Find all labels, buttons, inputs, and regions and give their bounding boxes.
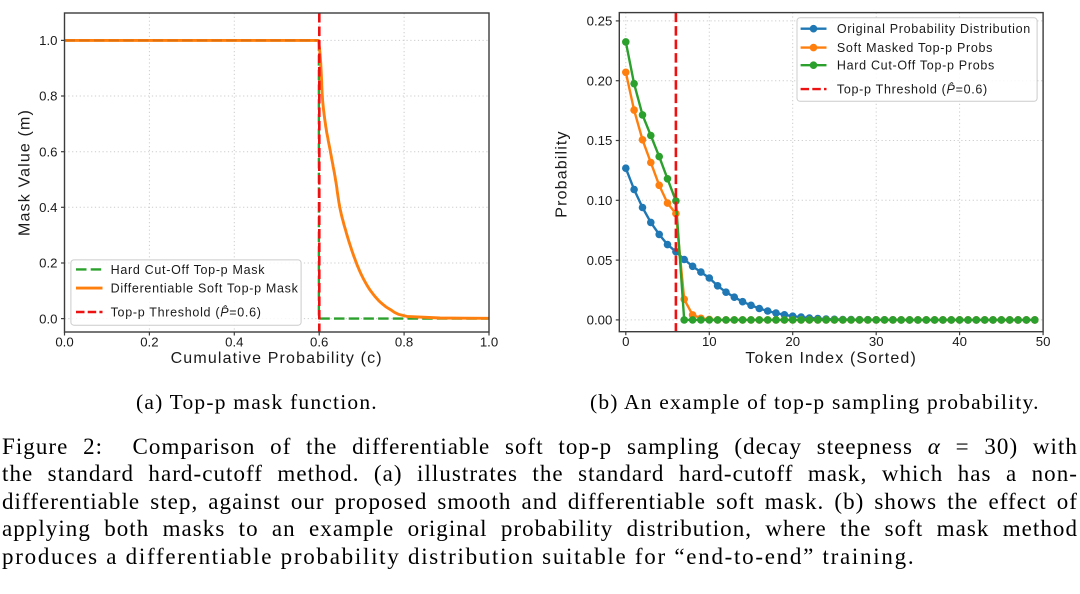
- svg-text:Probability: Probability: [554, 130, 571, 217]
- svg-text:0.0: 0.0: [55, 335, 73, 350]
- svg-text:0.25: 0.25: [587, 14, 613, 29]
- svg-text:0.20: 0.20: [587, 73, 613, 88]
- svg-text:10: 10: [702, 334, 717, 349]
- svg-text:0.00: 0.00: [587, 313, 613, 328]
- svg-text:0.6: 0.6: [39, 144, 57, 159]
- svg-text:0.4: 0.4: [39, 200, 57, 215]
- svg-text:0.6: 0.6: [310, 335, 328, 350]
- svg-text:0.0: 0.0: [39, 311, 57, 326]
- svg-text:0.2: 0.2: [39, 256, 57, 271]
- svg-text:0.2: 0.2: [140, 335, 158, 350]
- svg-text:Original Probability Distribut: Original Probability Distribution: [837, 22, 1031, 36]
- svg-text:0: 0: [622, 334, 629, 349]
- svg-text:Cumulative Probability (c): Cumulative Probability (c): [171, 350, 383, 367]
- svg-text:0.8: 0.8: [395, 335, 413, 350]
- svg-text:Hard Cut-Off Top-p Probs: Hard Cut-Off Top-p Probs: [837, 59, 995, 73]
- svg-text:Mask Value (m): Mask Value (m): [17, 109, 34, 236]
- svg-text:Token Index (Sorted): Token Index (Sorted): [745, 350, 917, 367]
- svg-text:30: 30: [869, 334, 884, 349]
- svg-text:40: 40: [952, 334, 967, 349]
- svg-text:0.4: 0.4: [225, 335, 243, 350]
- svg-text:0.15: 0.15: [587, 133, 613, 148]
- svg-text:Differentiable Soft Top-p Mask: Differentiable Soft Top-p Mask: [111, 282, 299, 296]
- svg-text:Top-p Threshold (P̂=0.6): Top-p Threshold (P̂=0.6): [837, 81, 988, 96]
- svg-text:0.10: 0.10: [587, 193, 613, 208]
- svg-text:Top-p Threshold (P̂=0.6): Top-p Threshold (P̂=0.6): [111, 304, 262, 319]
- svg-text:Hard Cut-Off Top-p Mask: Hard Cut-Off Top-p Mask: [111, 263, 266, 277]
- svg-text:0.05: 0.05: [587, 253, 613, 268]
- svg-text:20: 20: [785, 334, 800, 349]
- svg-text:1.0: 1.0: [39, 33, 57, 48]
- svg-text:1.0: 1.0: [480, 335, 498, 350]
- svg-text:0.8: 0.8: [39, 89, 57, 104]
- svg-text:Soft Masked Top-p Probs: Soft Masked Top-p Probs: [837, 41, 993, 55]
- svg-text:50: 50: [1036, 334, 1051, 349]
